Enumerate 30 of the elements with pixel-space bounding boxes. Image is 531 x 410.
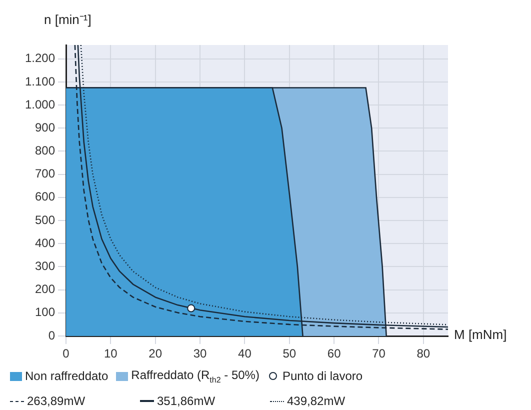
legend-label: Raffreddato (R$_{th2}$ - 50%) (131, 368, 260, 384)
x-axis-title: M [mNm] (454, 327, 507, 342)
y-tick-label: 100 (34, 305, 56, 320)
legend-label: 263,89mW (27, 394, 86, 408)
y-tick-label: 1.100 (24, 74, 56, 88)
x-tick-label: 40 (238, 346, 252, 361)
legend-label: Punto di lavoro (282, 369, 363, 384)
y-tick-label: 1.200 (24, 51, 56, 66)
y-tick-label: 900 (34, 120, 56, 134)
y-tick-label: 700 (34, 166, 56, 181)
x-tick-label: 30 (193, 346, 208, 361)
y-tick-label: 300 (34, 259, 56, 274)
y-tick-label: 800 (34, 144, 56, 158)
x-tick-label: 60 (327, 346, 342, 361)
legend-label: Non raffreddato (25, 369, 108, 384)
x-tick-label: 50 (282, 346, 296, 361)
legend-label: 439,82mW (287, 394, 346, 408)
y-tick-label: 500 (34, 212, 56, 227)
x-tick-label: 80 (416, 346, 430, 361)
y-tick-label: 1.000 (24, 97, 56, 112)
x-tick-label: 0 (62, 346, 70, 361)
x-tick-label: 20 (148, 346, 162, 361)
legend-label: 351,86mW (157, 394, 216, 408)
y-tick-label: 600 (34, 190, 56, 204)
y-axis-title: n [min⁻¹] (44, 11, 92, 28)
x-tick-label: 70 (372, 346, 386, 361)
y-tick-label: 200 (34, 282, 56, 296)
y-tick-label: 0 (48, 328, 56, 342)
y-tick-label: 400 (34, 236, 56, 250)
x-tick-label: 10 (104, 346, 118, 361)
